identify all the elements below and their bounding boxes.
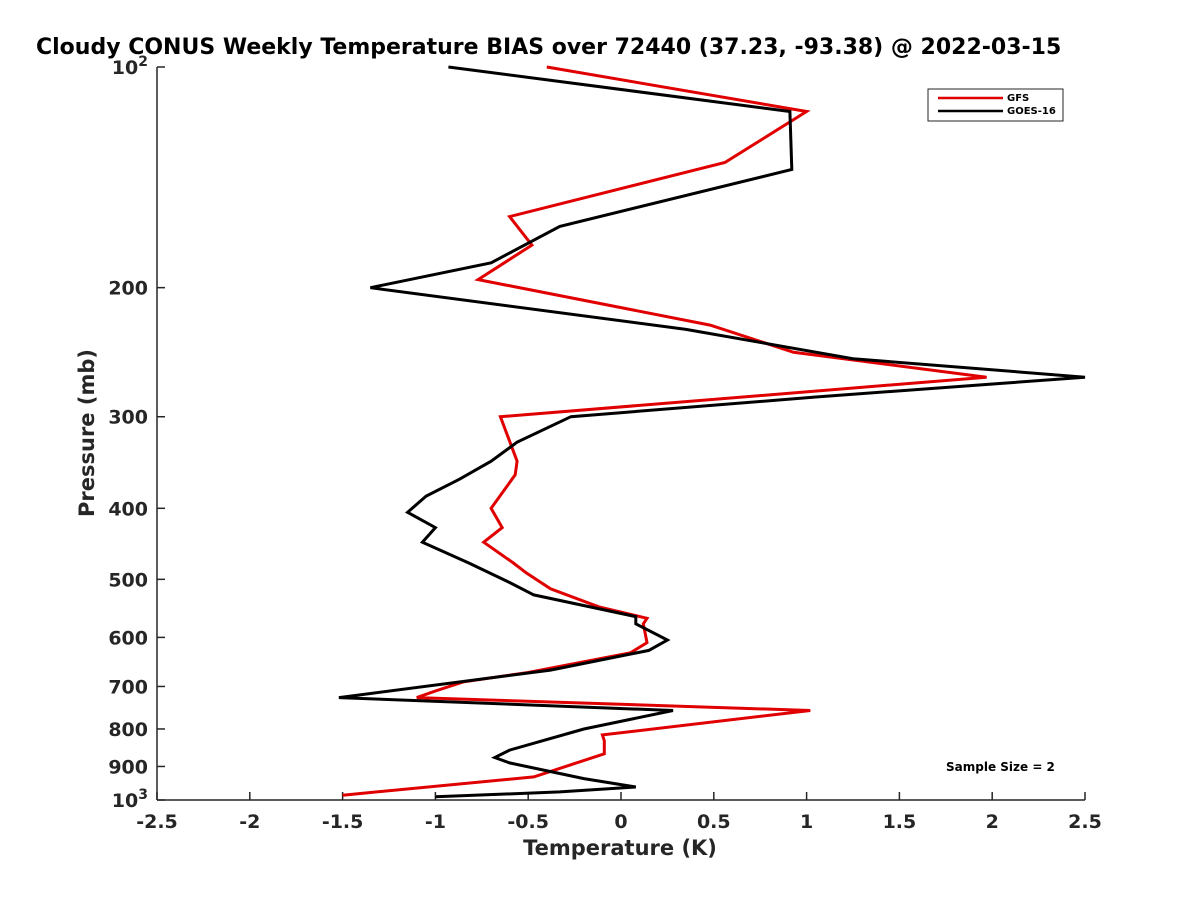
x-axis-ticks: -2.5 -2 -1.5 -1 -0.5 0 0.5 1 1.5 2 2.5 [136,792,1102,833]
x-axis-label: Temperature (K) [523,836,717,860]
series-layer [338,65,1086,799]
y-tick-label: 400 [108,498,148,520]
y-tick-label: 103 [112,787,148,812]
x-tick-label: 0.5 [697,811,731,833]
series-line-gfs [342,65,987,797]
x-tick-label: 1 [800,811,813,833]
y-axis-label: Pressure (mb) [75,349,99,517]
x-tick-label: 0 [614,811,627,833]
x-tick-label: -1 [425,811,446,833]
y-tick-label: 700 [108,676,148,698]
y-axis-ticks: 102 200 300 400 500 600 700 800 900 103 [108,54,165,812]
y-tick-label: 102 [112,54,148,79]
x-tick-label: -0.5 [507,811,549,833]
chart-title: Cloudy CONUS Weekly Temperature BIAS ove… [36,35,1061,60]
y-tick-label: 600 [108,627,148,649]
y-tick-label: 300 [108,407,148,429]
x-tick-label: 2.5 [1068,811,1102,833]
legend-label-gfs: GFS [1007,93,1029,104]
y-tick-label: 800 [108,719,148,741]
x-tick-label: -2 [239,811,260,833]
legend-box [927,88,1064,122]
series-line-goes16 [338,65,1086,799]
legend-label-goes16: GOES-16 [1007,106,1056,117]
x-tick-label: -2.5 [136,811,178,833]
legend: GFS GOES-16 [927,88,1064,122]
x-tick-label: 2 [986,811,999,833]
y-tick-label: 500 [108,569,148,591]
x-tick-label: -1.5 [322,811,364,833]
sample-size-annotation: Sample Size = 2 [946,760,1055,774]
y-tick-label: 200 [108,278,148,300]
x-tick-label: 1.5 [883,811,917,833]
y-tick-label: 900 [108,756,148,778]
